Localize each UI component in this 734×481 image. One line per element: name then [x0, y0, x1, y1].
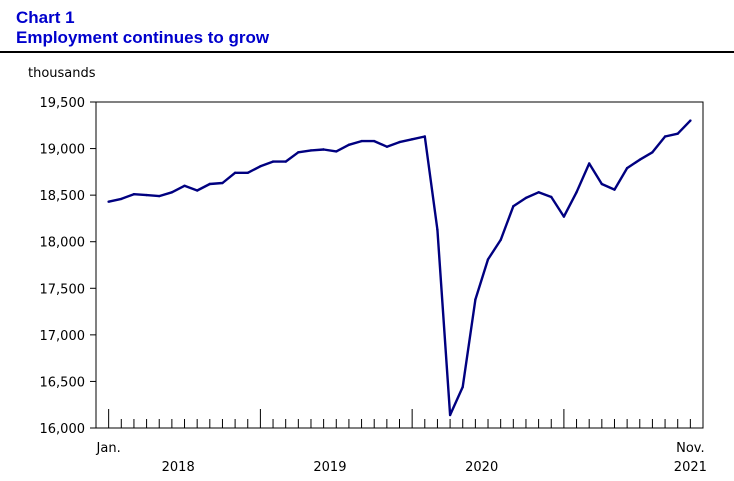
data-point: [575, 191, 578, 194]
data-point: [183, 184, 186, 187]
data-point: [588, 162, 591, 165]
data-point: [448, 413, 452, 417]
y-tick-label: 16,500: [40, 375, 86, 390]
data-point: [486, 258, 490, 261]
data-point: [461, 385, 464, 389]
data-point: [145, 193, 148, 197]
data-point: [676, 132, 679, 135]
data-point: [335, 150, 338, 153]
data-point: [233, 171, 237, 174]
data-point: [208, 182, 211, 186]
data-point: [613, 188, 616, 191]
data-point: [524, 196, 528, 200]
y-axis: 16,000 16,500 17,000 17,500 18,000 18,500 19,0…: [40, 96, 96, 437]
data-point: [398, 140, 401, 144]
chart-heading: Employment continues to grow: [16, 28, 270, 47]
data-point: [423, 135, 426, 138]
data-point: [221, 181, 224, 185]
data-point: [600, 182, 603, 186]
y-tick-label: 18,000: [40, 236, 86, 251]
data-point: [638, 158, 641, 161]
x-year-label: 2020: [465, 460, 498, 475]
data-point: [271, 160, 275, 163]
data-point: [284, 160, 287, 163]
data-point: [196, 189, 199, 192]
data-point: [170, 191, 174, 194]
data-point: [651, 151, 654, 154]
y-tick-label: 16,000: [40, 422, 86, 437]
data-point: [259, 165, 262, 168]
y-tick-label: 17,500: [40, 282, 86, 297]
data-point: [246, 171, 249, 174]
x-year-label: 2019: [313, 460, 346, 475]
x-axis: Jan. Nov. 2018 2019 2020 2021: [96, 409, 707, 475]
data-point: [550, 195, 553, 199]
title-divider: [0, 51, 734, 53]
data-point: [132, 193, 136, 196]
y-tick-label: 19,500: [40, 96, 86, 111]
data-point: [297, 151, 300, 154]
data-point: [373, 139, 376, 143]
data-point: [537, 191, 540, 194]
chart-number: Chart 1: [16, 8, 75, 27]
chart-title: Chart 1 Employment continues to grow: [16, 8, 269, 48]
data-point: [120, 197, 123, 201]
data-point: [107, 200, 110, 203]
series-group: [107, 119, 692, 417]
data-point: [410, 138, 414, 141]
data-point: [663, 135, 667, 138]
data-point: [689, 119, 692, 122]
data-point: [512, 205, 515, 208]
x-end-month-label: Nov.: [676, 441, 705, 456]
data-point: [158, 194, 161, 198]
data-point: [347, 143, 351, 146]
data-point: [474, 298, 477, 301]
data-point: [436, 228, 439, 231]
data-point: [322, 148, 325, 151]
data-point: [360, 139, 363, 143]
data-point: [625, 166, 629, 170]
y-tick-label: 17,000: [40, 329, 86, 344]
data-point: [499, 238, 502, 242]
y-axis-unit-label: thousands: [28, 66, 96, 81]
employment-series-line: [108, 119, 692, 417]
y-tick-label: 18,500: [40, 189, 86, 204]
data-point: [562, 215, 566, 218]
x-year-label: 2021: [674, 460, 707, 475]
y-tick-label: 19,000: [40, 143, 86, 158]
data-point: [385, 145, 389, 148]
data-point: [309, 149, 313, 152]
plot-area-frame: [95, 101, 704, 429]
x-year-label: 2018: [162, 460, 195, 475]
x-start-month-label: Jan.: [96, 441, 121, 456]
